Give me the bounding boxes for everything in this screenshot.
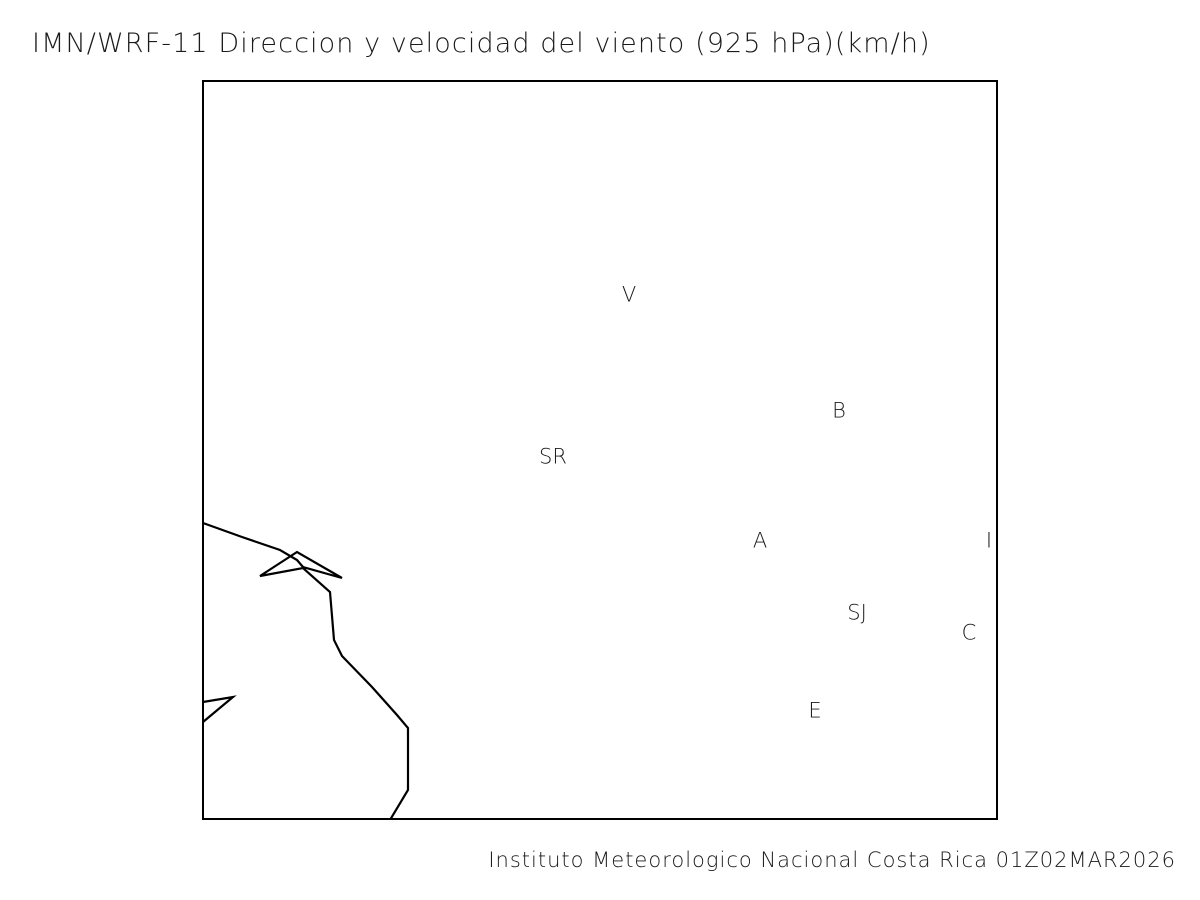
footer-caption: Instituto Meteorologico Nacional Costa R… — [488, 848, 1176, 872]
station-label-e: E — [808, 698, 822, 723]
page-title: IMN/WRF-11 Direccion y velocidad del vie… — [32, 28, 931, 59]
coastline-main-path — [202, 521, 410, 820]
coastline-group — [202, 521, 410, 820]
station-label-sj: SJ — [847, 600, 867, 625]
map-frame-border — [202, 80, 998, 820]
map-graphic — [202, 80, 998, 820]
station-label-sr: SR — [539, 444, 567, 469]
map-plot-area: V B SR A I SJ C E — [202, 80, 998, 820]
station-label-c: C — [961, 620, 977, 645]
station-label-a: A — [752, 528, 768, 553]
station-label-b: B — [832, 398, 846, 423]
station-label-i: I — [985, 528, 993, 553]
station-label-v: V — [621, 282, 637, 307]
coastline-peninsula-path — [202, 695, 237, 723]
